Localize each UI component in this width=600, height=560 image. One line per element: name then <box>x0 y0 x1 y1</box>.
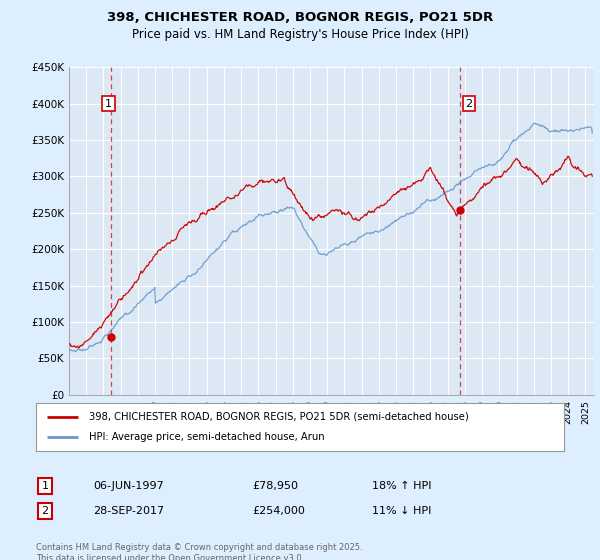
Text: 18% ↑ HPI: 18% ↑ HPI <box>372 481 431 491</box>
Text: 398, CHICHESTER ROAD, BOGNOR REGIS, PO21 5DR (semi-detached house): 398, CHICHESTER ROAD, BOGNOR REGIS, PO21… <box>89 412 469 422</box>
Text: 398, CHICHESTER ROAD, BOGNOR REGIS, PO21 5DR: 398, CHICHESTER ROAD, BOGNOR REGIS, PO21… <box>107 11 493 24</box>
Text: £78,950: £78,950 <box>252 481 298 491</box>
Text: 28-SEP-2017: 28-SEP-2017 <box>93 506 164 516</box>
Text: 2: 2 <box>41 506 49 516</box>
Text: 11% ↓ HPI: 11% ↓ HPI <box>372 506 431 516</box>
Text: Contains HM Land Registry data © Crown copyright and database right 2025.
This d: Contains HM Land Registry data © Crown c… <box>36 543 362 560</box>
Text: 2: 2 <box>466 99 473 109</box>
Text: 1: 1 <box>105 99 112 109</box>
Text: 1: 1 <box>41 481 49 491</box>
Text: £254,000: £254,000 <box>252 506 305 516</box>
Text: HPI: Average price, semi-detached house, Arun: HPI: Average price, semi-detached house,… <box>89 432 325 442</box>
Text: 06-JUN-1997: 06-JUN-1997 <box>93 481 164 491</box>
Text: Price paid vs. HM Land Registry's House Price Index (HPI): Price paid vs. HM Land Registry's House … <box>131 28 469 41</box>
